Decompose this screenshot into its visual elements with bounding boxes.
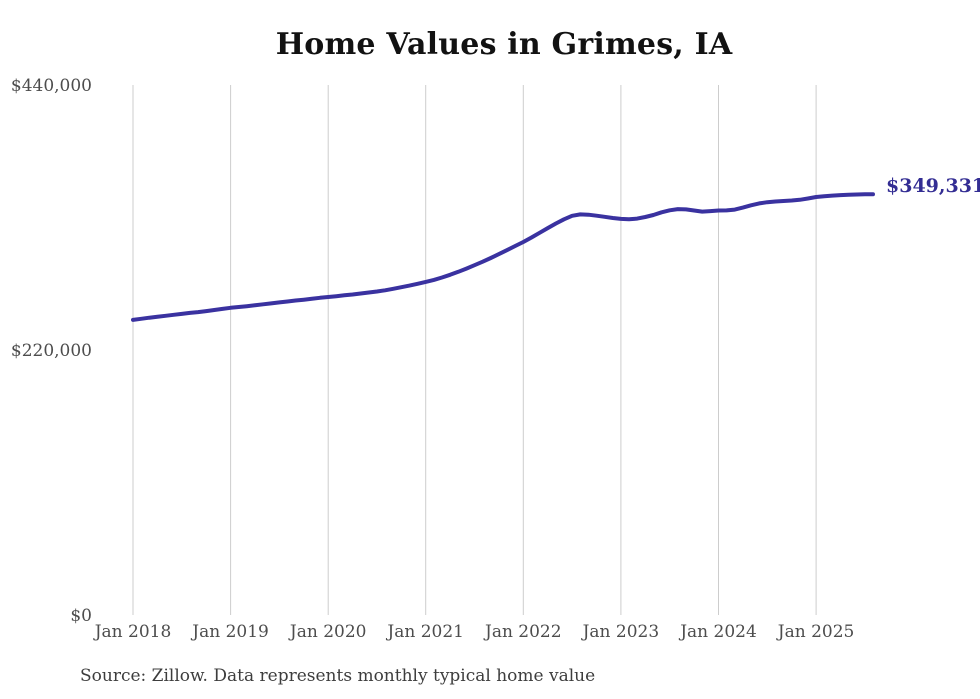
latest-value-label: $349,331 [886,175,980,197]
x-axis-tick-label: Jan 2018 [93,622,172,642]
x-axis-tick-label: Jan 2021 [385,622,464,642]
x-axis-tick-label: Jan 2019 [190,622,269,642]
x-axis-tick-label: Jan 2023 [581,622,660,642]
chart-title: Home Values in Grimes, IA [275,27,733,62]
x-axis-tick-label: Jan 2025 [776,622,855,642]
y-axis-tick-label: $0 [70,606,92,626]
x-axis-tick-label: Jan 2024 [678,622,757,642]
y-axis-tick-label: $220,000 [11,341,92,361]
home-value-series-line [131,192,875,322]
y-axis-tick-label: $440,000 [11,76,92,96]
x-axis-tick-label: Jan 2020 [288,622,367,642]
source-attribution: Source: Zillow. Data represents monthly … [80,666,596,686]
x-axis-tick-label: Jan 2022 [483,622,562,642]
